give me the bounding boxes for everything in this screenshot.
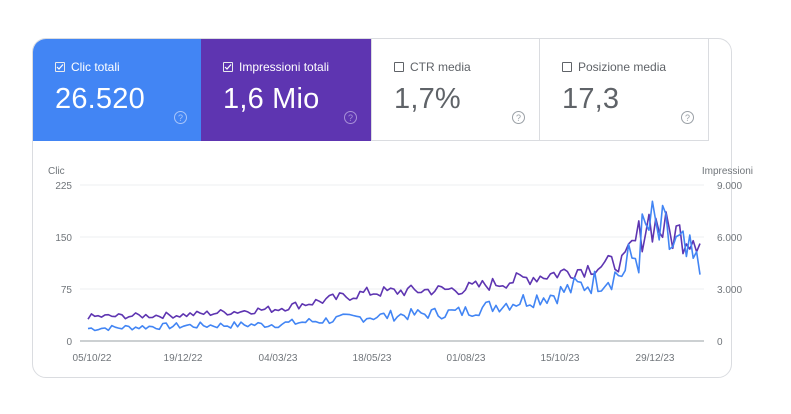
clicks-line [87, 200, 701, 332]
metric-label: Clic totali [55, 60, 120, 74]
metric-value: 26.520 [55, 83, 145, 115]
metric-tile-average-position[interactable]: Posizione media 17,3 ? [540, 39, 709, 141]
help-circle-icon[interactable]: ? [174, 111, 187, 124]
metric-label-text: Posizione media [578, 60, 667, 74]
svg-text:75: 75 [61, 285, 73, 296]
gridlines [80, 184, 704, 342]
svg-text:19/12/22: 19/12/22 [164, 353, 203, 364]
svg-text:05/10/22: 05/10/22 [73, 353, 112, 364]
metric-tiles: Clic totali 26.520 ? Impressioni totali … [33, 39, 709, 141]
metric-tile-total-clicks[interactable]: Clic totali 26.520 ? [33, 39, 201, 141]
x-axis-ticks: 05/10/22 19/12/22 04/03/23 18/05/23 01/0… [73, 353, 675, 364]
metric-value: 1,7% [394, 83, 461, 115]
right-axis-title: Impressioni [702, 166, 753, 177]
checkbox-checked-icon[interactable] [223, 62, 233, 72]
checkbox-unchecked-icon[interactable] [394, 62, 404, 72]
svg-text:225: 225 [55, 181, 72, 192]
impressions-line [87, 211, 701, 320]
svg-text:6.000: 6.000 [717, 233, 742, 244]
metric-tile-average-ctr[interactable]: CTR media 1,7% ? [371, 39, 540, 141]
metric-tile-total-impressions[interactable]: Impressioni totali 1,6 Mio ? [201, 39, 371, 141]
metric-label: Posizione media [562, 60, 666, 74]
help-circle-icon[interactable]: ? [681, 111, 694, 124]
checkbox-checked-icon[interactable] [55, 62, 65, 72]
svg-text:04/03/23: 04/03/23 [259, 353, 298, 364]
right-axis-ticks: 9.000 6.000 3.000 0 [717, 181, 742, 348]
svg-text:0: 0 [717, 337, 723, 348]
left-axis-ticks: 225 150 75 0 [55, 181, 72, 348]
metric-label-text: Clic totali [71, 60, 120, 74]
checkbox-unchecked-icon[interactable] [562, 62, 572, 72]
metric-label: Impressioni totali [223, 60, 329, 74]
svg-text:15/10/23: 15/10/23 [541, 353, 580, 364]
metric-value: 17,3 [562, 83, 620, 115]
metric-label-text: CTR media [410, 60, 471, 74]
svg-text:3.000: 3.000 [717, 285, 742, 296]
svg-text:9.000: 9.000 [717, 181, 742, 192]
svg-text:01/08/23: 01/08/23 [447, 353, 486, 364]
svg-text:0: 0 [66, 337, 72, 348]
help-circle-icon[interactable]: ? [344, 111, 357, 124]
svg-text:150: 150 [55, 233, 72, 244]
help-circle-icon[interactable]: ? [512, 111, 525, 124]
svg-text:29/12/23: 29/12/23 [636, 353, 675, 364]
metric-value: 1,6 Mio [223, 83, 320, 115]
left-axis-title: Clic [48, 166, 65, 177]
performance-card: Clic totali 26.520 ? Impressioni totali … [32, 38, 732, 378]
svg-text:18/05/23: 18/05/23 [353, 353, 392, 364]
metric-label-text: Impressioni totali [239, 60, 330, 74]
metric-label: CTR media [394, 60, 471, 74]
